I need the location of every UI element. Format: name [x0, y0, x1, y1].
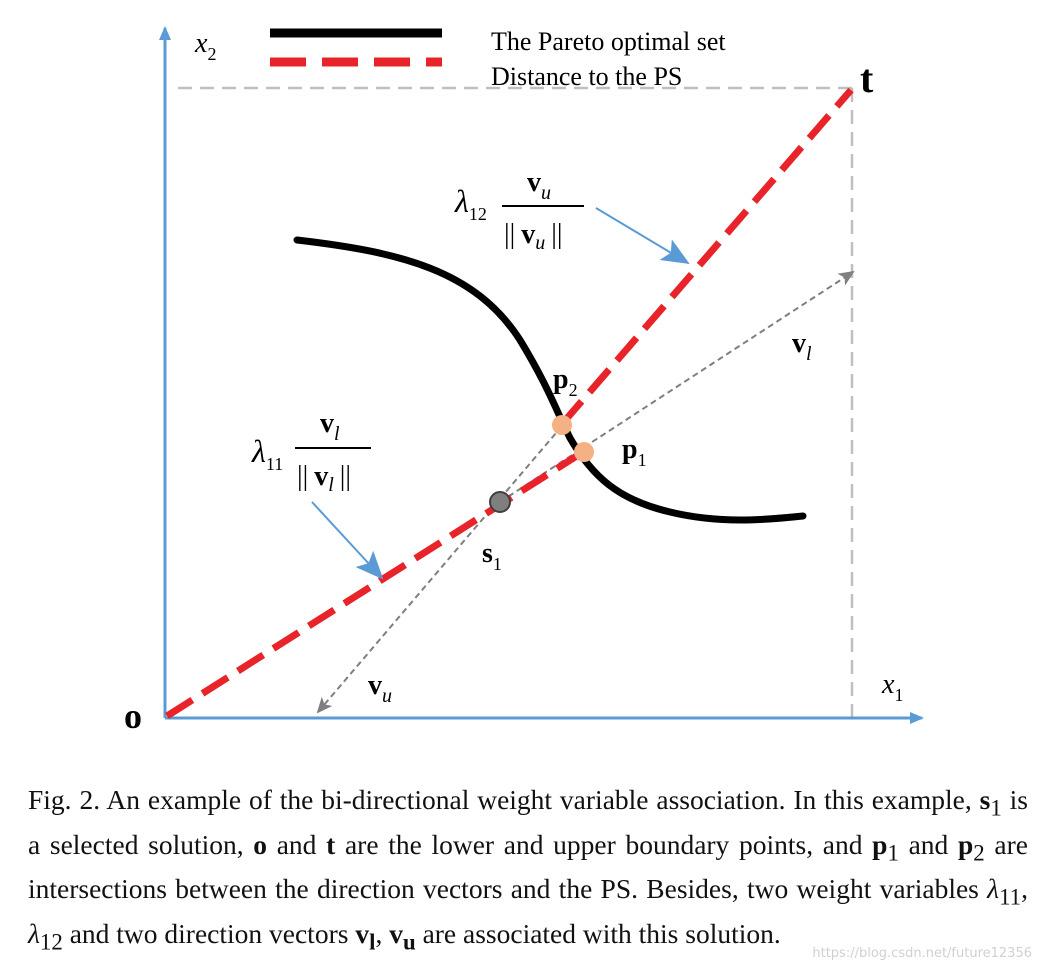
- intersection-point-p1: [574, 442, 594, 462]
- svg-text:||vu||: || vu ||: [504, 219, 562, 254]
- pareto-optimal-set-curve: [293, 236, 807, 524]
- distance-line-p2-to-t: [559, 87, 854, 427]
- lambda12-annotation: λ12 vu || vu ||: [454, 167, 584, 254]
- figure-caption: Fig. 2. An example of the bi-directional…: [28, 784, 1029, 954]
- legend-label-pareto-set: The Pareto optimal set: [491, 27, 726, 56]
- direction-vector-vu: [316, 425, 563, 714]
- p2-label: p2: [553, 364, 578, 400]
- legend-label-distance: Distance to the PS: [491, 62, 682, 91]
- figure-diagram: x2 x1 The Pareto optimal set Distance to…: [124, 26, 924, 736]
- intersection-point-p2: [552, 415, 572, 435]
- svg-text:λ12: λ12: [454, 183, 487, 224]
- y-axis-label: x2: [194, 28, 216, 64]
- selected-solution-s1: [489, 491, 511, 513]
- lambda12-annotation-arrow: [595, 207, 690, 265]
- vl-label: vl: [792, 328, 812, 365]
- p1-label: p1: [622, 434, 647, 470]
- vu-label: vu: [368, 670, 392, 707]
- lambda11-annotation: λ11 vl || vl ||: [251, 408, 371, 496]
- svg-text:||vl||: || vl ||: [297, 461, 351, 496]
- lambda11-annotation-arrow: [311, 501, 384, 580]
- svg-text:vu: vu: [527, 167, 551, 204]
- svg-text:λ11: λ11: [251, 433, 283, 474]
- upper-point-label: t: [860, 56, 874, 101]
- x-axis-label: x1: [881, 669, 903, 705]
- s1-label: s1: [482, 538, 502, 574]
- watermark: https://blog.csdn.net/future12356: [812, 946, 1032, 961]
- svg-text:vl: vl: [320, 408, 340, 445]
- origin-label: o: [124, 696, 142, 736]
